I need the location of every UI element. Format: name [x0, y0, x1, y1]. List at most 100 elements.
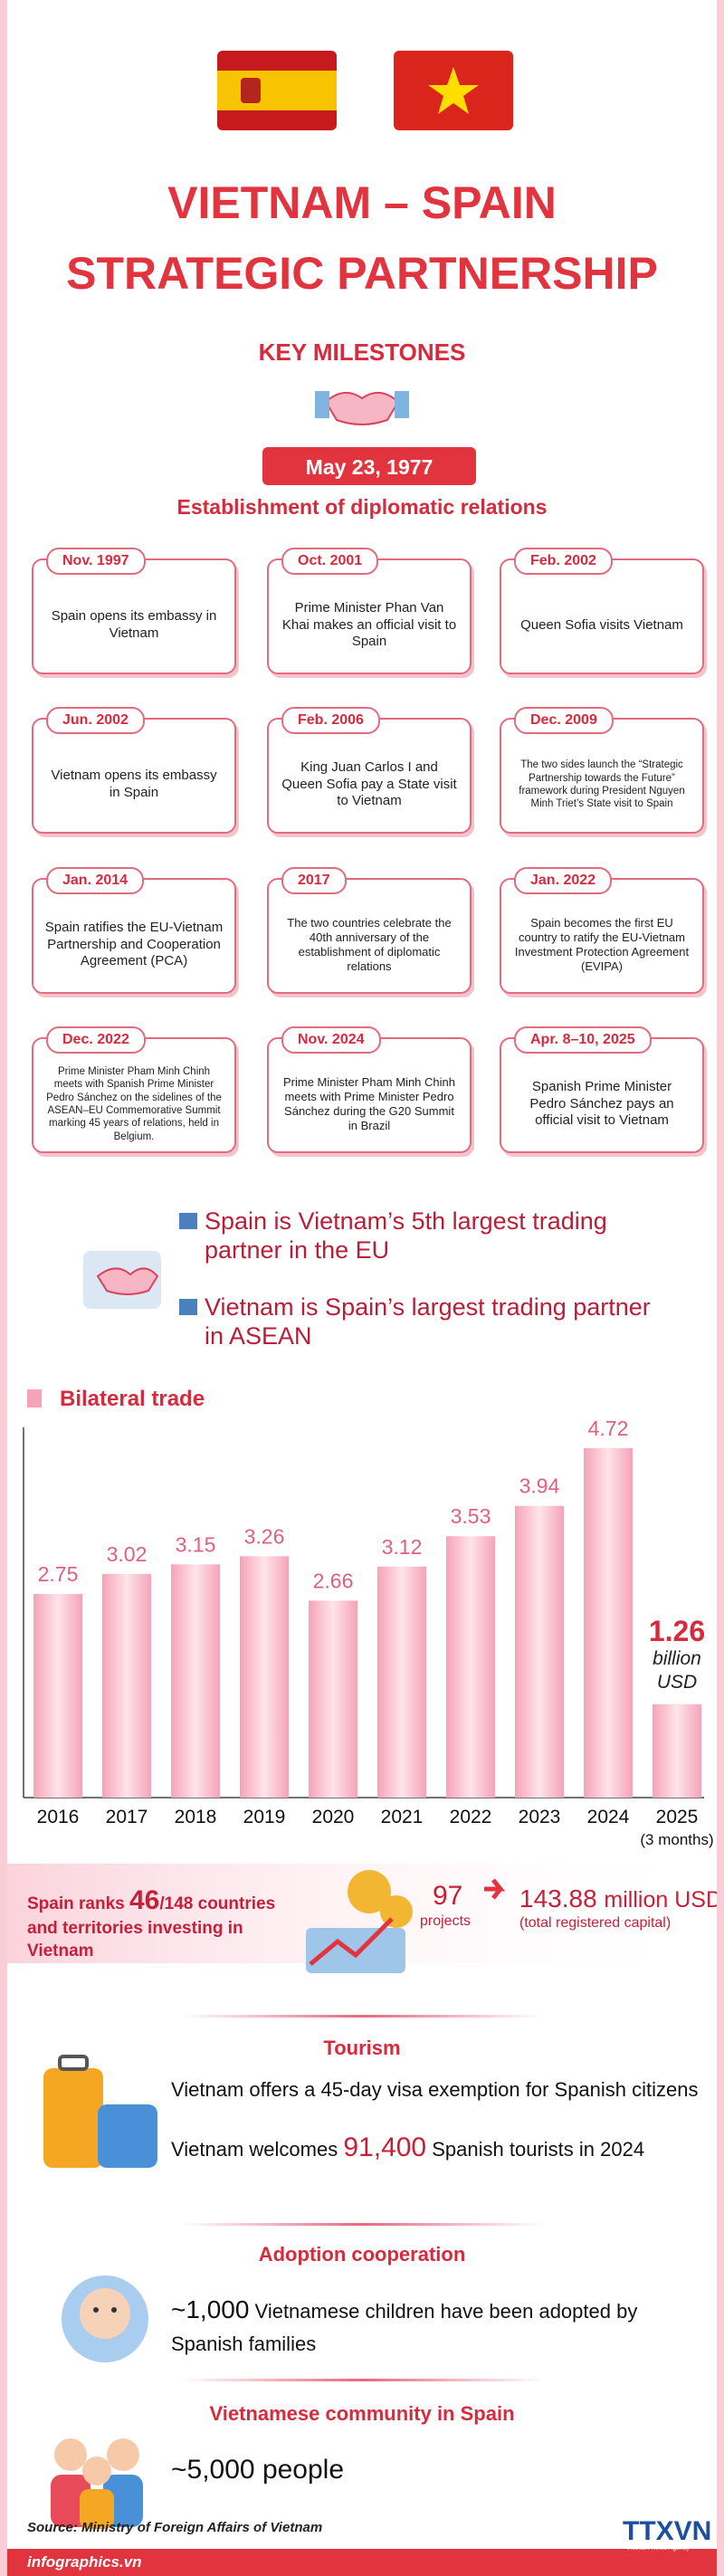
- rank: 46: [129, 1885, 160, 1915]
- bar: [102, 1573, 151, 1798]
- x-tick-label: 2017: [106, 1807, 148, 1827]
- milestone-card: Feb. 2006 King Juan Carlos I and Queen So…: [267, 707, 472, 834]
- x-tick-label: 2016: [37, 1807, 80, 1827]
- milestone-card: Nov. 2024 Prime Minister Pham Minh Chinh …: [267, 1026, 472, 1153]
- trade-fact: Vietnam is Spain’s largest trading partn…: [205, 1293, 651, 1350]
- bar: [377, 1566, 426, 1798]
- bar: [33, 1594, 82, 1798]
- people-icon: [51, 2438, 143, 2529]
- divider: [181, 2379, 543, 2381]
- capital: 143.88 million USD: [519, 1884, 723, 1913]
- origin-date: May 23, 1977: [305, 455, 433, 479]
- trade-icon: [83, 1251, 161, 1309]
- section-title: Adoption cooperation: [258, 2243, 466, 2266]
- tourists: 91,400: [343, 2132, 427, 2162]
- decor: [7, 51, 717, 2576]
- text: Vietnamese children have been adopted by…: [171, 2300, 638, 2356]
- milestone-card: 2017 The two countries celebrate the 40th…: [267, 867, 472, 994]
- bullet: [179, 1299, 197, 1315]
- milestone-card: Dec. 2009 The two sides launch the “Strat…: [500, 707, 704, 834]
- section-title: Tourism: [323, 2037, 401, 2059]
- bar: [515, 1505, 564, 1798]
- trade-fact: Spain is Vietnam’s 5th largest trading p…: [205, 1207, 607, 1264]
- x-tick-label: 2020: [312, 1807, 355, 1827]
- text: Spain ranks: [27, 1894, 125, 1913]
- value-label: 3.26: [244, 1524, 285, 1548]
- milestone-card: Nov. 1997 Spain opens its embassy in Viet…: [32, 548, 236, 674]
- site: infographics.vn: [27, 2553, 142, 2571]
- spain-flag: [217, 51, 337, 130]
- milestone-date: Jan. 2022: [514, 867, 613, 894]
- bar: [584, 1447, 633, 1798]
- source: Source: Ministry of Foreign Affairs of V…: [27, 2520, 323, 2535]
- section-title: Vietnamese community in Spain: [209, 2402, 515, 2425]
- count: ~1,000: [171, 2295, 250, 2323]
- milestone-date: Oct. 2001: [281, 548, 379, 575]
- milestone-date: Nov. 1997: [46, 548, 146, 575]
- vietnam-flag: [394, 51, 513, 130]
- x-tick-label: 2023: [519, 1807, 561, 1827]
- milestone-text: Spain becomes the first EU country to ra…: [514, 915, 690, 974]
- chart: Bilateral trade 2.75 2016 3.02 2017 3.15 2018 3…: [23, 1387, 714, 1848]
- milestone-card: Jan. 2022 Spain becomes the first EU coun…: [500, 867, 704, 994]
- bar: [309, 1600, 357, 1798]
- bar: [240, 1556, 289, 1798]
- baby-icon: [62, 2275, 148, 2362]
- bar: [653, 1703, 701, 1798]
- milestone-text: Spain opens its embassy in Vietnam: [51, 608, 217, 641]
- legend-swatch: [27, 1389, 42, 1407]
- logo-sub: Vietnam News Agency: [626, 2545, 690, 2552]
- milestone-text: Spanish Prime Minister Pedro Sánchez pay…: [529, 1078, 674, 1129]
- divider: [181, 2223, 543, 2226]
- luggage-icon: [43, 2055, 157, 2168]
- value-label: 2.75: [38, 1562, 79, 1586]
- milestone-date: Dec. 2022: [46, 1026, 146, 1054]
- value-label: 3.02: [107, 1542, 148, 1566]
- milestone-card: Dec. 2022 Prime Minister Pham Minh Chinh …: [32, 1026, 236, 1153]
- milestone-text: Spain ratifies the EU-Vietnam Partnershi…: [44, 919, 224, 969]
- chart-title: Bilateral trade: [60, 1387, 205, 1411]
- value-label: 3.94: [519, 1474, 560, 1498]
- annotation: (3 months): [640, 1831, 713, 1848]
- logo: TTXVN: [623, 2516, 712, 2546]
- capital-unit: million USD: [604, 1887, 723, 1913]
- handshake-icon: [315, 391, 409, 425]
- milestone-text: Prime Minister Pham Minh Chinh meets wit…: [46, 1065, 222, 1142]
- capital-note: (total registered capital): [519, 1915, 672, 1931]
- divider: [181, 2015, 543, 2018]
- capital-value: 143.88: [519, 1884, 597, 1913]
- milestone-text: Prime Minister Phan Van Khai makes an of…: [281, 599, 457, 650]
- milestone-card: Apr. 8–10, 2025 Spanish Prime Minister Pe…: [500, 1026, 704, 1153]
- milestone-date: 2017: [281, 867, 347, 894]
- text: people: [262, 2455, 345, 2485]
- text: Vietnam welcomes: [171, 2138, 338, 2161]
- tourism-count: Vietnam welcomes 91,400 Spanish tourists…: [171, 2132, 644, 2163]
- x-tick-label: 2022: [450, 1807, 492, 1827]
- milestone-text: King Juan Carlos I and Queen Sofia pay a…: [281, 758, 457, 809]
- value-label: 3.12: [382, 1535, 423, 1559]
- text: /148 countries and territories investing…: [27, 1894, 276, 1961]
- bar: [171, 1564, 220, 1798]
- milestone-text: The two countries celebrate the 40th ann…: [287, 915, 452, 974]
- value-label: 3.15: [176, 1532, 216, 1556]
- tourism-visa: Vietnam offers a 45-day visa exemption f…: [171, 2078, 699, 2101]
- footer-band: [7, 2549, 717, 2576]
- text: Spanish tourists in 2024: [432, 2138, 645, 2161]
- origin-event: Establishment of diplomatic relations: [176, 495, 548, 519]
- milestone-date: Jan. 2014: [46, 867, 145, 894]
- community-text: ~5,000 people: [171, 2455, 344, 2485]
- arrow: [484, 1878, 506, 1900]
- milestone-card: Jan. 2014 Spain ratifies the EU-Vietnam P…: [32, 867, 236, 994]
- milestone-date: Apr. 8–10, 2025: [514, 1026, 652, 1054]
- bar: [446, 1536, 495, 1798]
- bullet: [179, 1213, 197, 1229]
- investment-icon: [306, 1870, 413, 1973]
- milestone-card: Jun. 2002 Vietnam opens its embassy in Sp…: [32, 707, 236, 834]
- title: STRATEGIC PARTNERSHIP: [66, 248, 658, 299]
- unit-label: billion: [653, 1648, 701, 1669]
- adoption-text: ~1,000 Vietnamese children have been ado…: [171, 2290, 642, 2360]
- milestone-date: Feb. 2002: [514, 548, 613, 575]
- milestone-date: Feb. 2006: [281, 707, 380, 734]
- milestone-text: Prime Minister Pham Minh Chinh meets wit…: [282, 1074, 455, 1133]
- projects-label: projects: [420, 1913, 472, 1929]
